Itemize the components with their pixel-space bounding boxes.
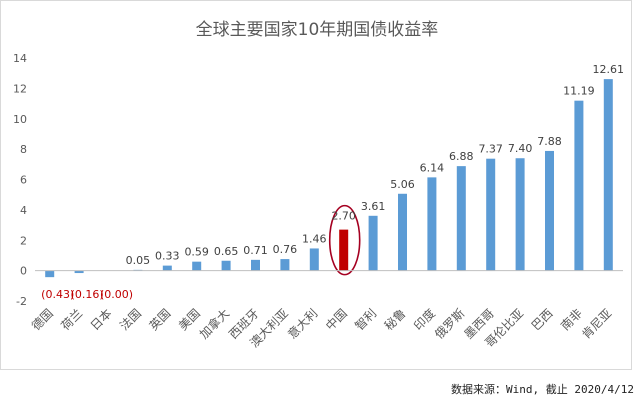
data-label: 0.71	[243, 244, 268, 257]
y-tick-label: 8	[20, 143, 27, 156]
data-label: 0.59	[184, 246, 209, 259]
bar	[368, 215, 378, 271]
bar	[603, 79, 613, 271]
y-tick-label: 12	[13, 82, 27, 95]
y-tick-label: 14	[13, 52, 27, 65]
x-category-label: 加拿大	[196, 306, 232, 342]
data-label: 1.46	[302, 232, 327, 245]
data-label: 3.61	[361, 200, 386, 213]
data-label: 0.33	[155, 250, 180, 263]
x-category-label: 中国	[322, 306, 350, 334]
data-label: 0.65	[214, 245, 239, 258]
x-category-label: 巴西	[529, 306, 556, 333]
y-tick-label: 2	[20, 234, 27, 247]
x-category-label: 意大利	[284, 306, 320, 342]
y-axis: -2 0 2 4 6 8 10 12 14	[13, 52, 27, 308]
data-label: (0.43)	[41, 288, 74, 301]
y-tick-label: 0	[20, 265, 27, 278]
bar	[515, 158, 525, 271]
x-category-label: 秘鲁	[382, 306, 409, 333]
bar	[221, 260, 231, 271]
highlight-ellipse	[328, 204, 361, 276]
bar	[162, 265, 172, 271]
data-label: 12.61	[593, 63, 625, 76]
data-label: 7.88	[537, 135, 562, 148]
bar	[74, 270, 84, 274]
x-category-label: 日本	[88, 306, 115, 333]
y-tick-label: 10	[13, 113, 27, 126]
x-category-label: 英国	[147, 306, 174, 333]
data-label: 5.06	[390, 178, 415, 191]
data-label: 6.14	[420, 161, 445, 174]
bar	[192, 261, 202, 271]
y-tick-label: -2	[16, 295, 27, 308]
data-label: (0.16)	[71, 288, 104, 301]
source-note: 数据来源：Wind, 截止 2020/4/12	[451, 383, 634, 396]
data-label: 2.70	[331, 210, 356, 223]
bar	[574, 100, 584, 271]
bar	[398, 193, 407, 271]
data-label: 7.40	[508, 142, 533, 155]
data-label: 6.88	[449, 150, 474, 163]
chart-title: 全球主要国家10年期国债收益率	[196, 20, 439, 40]
y-tick-label: 6	[20, 174, 27, 187]
x-category-label: 荷兰	[58, 306, 85, 333]
bar	[339, 229, 349, 271]
bar-series	[45, 79, 613, 278]
x-category-label: 肯尼亚	[579, 306, 614, 341]
data-label: 11.19	[563, 85, 595, 98]
bar	[309, 248, 319, 271]
x-category-label: 法国	[117, 306, 144, 333]
bar	[280, 259, 290, 271]
data-label: (0.00)	[100, 288, 133, 301]
bar	[427, 177, 437, 271]
bar	[45, 270, 55, 278]
data-label: 0.76	[273, 243, 298, 256]
chart-container: 全球主要国家10年期国债收益率 -2 0 2 4 6 8 10 12 14 (0.43) (0.1…	[0, 0, 632, 370]
x-category-label: 智利	[352, 306, 380, 334]
bar	[456, 166, 466, 271]
bar	[545, 150, 554, 271]
data-label: 7.37	[478, 143, 503, 156]
data-labels: (0.43)(0.16)(0.00) 0.05 0.33 0.59 0.65 0.71 0.…	[41, 63, 624, 301]
bar	[486, 158, 496, 271]
x-category-label: 俄罗斯	[432, 306, 467, 341]
x-category-label: 德国	[28, 306, 56, 334]
data-label: 0.05	[126, 254, 151, 267]
y-tick-label: 4	[20, 204, 27, 217]
bar	[251, 259, 260, 271]
bar-chart: 全球主要国家10年期国债收益率 -2 0 2 4 6 8 10 12 14 (0.43)(0.1…	[13, 20, 624, 350]
